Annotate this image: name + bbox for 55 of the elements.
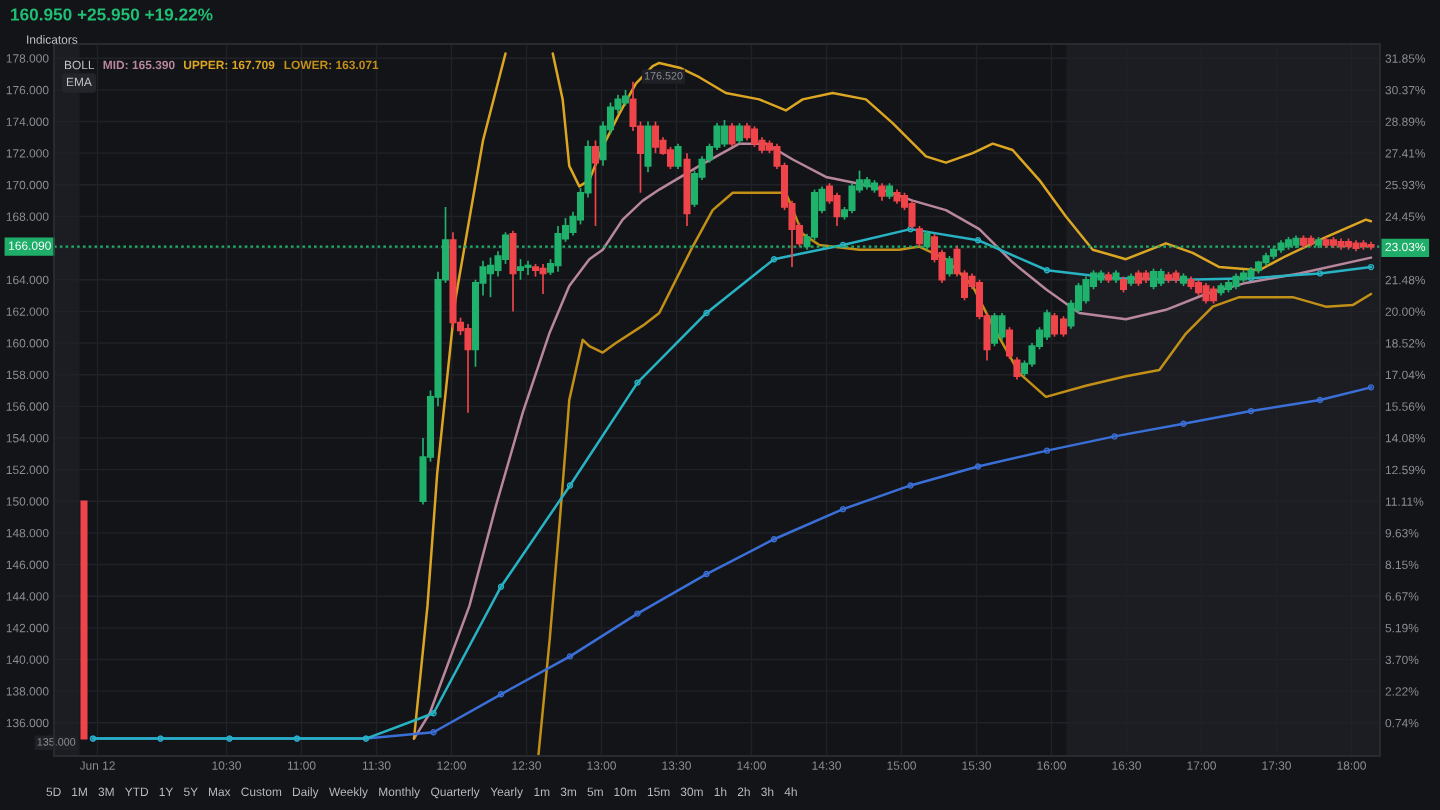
- candlestick: [539, 263, 547, 295]
- candlestick: [516, 258, 525, 281]
- candlestick: [1050, 312, 1059, 338]
- point: [974, 237, 982, 244]
- candlestick: [990, 312, 999, 348]
- candlestick: [945, 255, 954, 278]
- point: [566, 482, 574, 489]
- candlestick: [509, 229, 517, 313]
- candlestick: [1149, 267, 1158, 291]
- point: [430, 710, 437, 717]
- point: [1367, 263, 1375, 271]
- candlestick: [674, 142, 682, 170]
- point: [1180, 420, 1187, 427]
- point: [974, 463, 982, 470]
- point: [770, 255, 778, 263]
- point: [907, 482, 914, 489]
- point: [770, 536, 778, 543]
- candlestick: [998, 312, 1006, 341]
- candlestick: [720, 119, 729, 148]
- point: [1316, 396, 1324, 404]
- point: [566, 653, 574, 660]
- line-series: [89, 225, 1375, 742]
- candlestick: [1082, 275, 1090, 305]
- candlestick: [750, 125, 759, 148]
- point: [839, 505, 847, 513]
- point: [634, 610, 641, 617]
- line-series: [537, 191, 1373, 756]
- point: [1316, 270, 1324, 277]
- point: [1111, 433, 1118, 440]
- candlestick: [1059, 315, 1068, 338]
- candlestick: [524, 259, 532, 276]
- candlestick: [1202, 282, 1210, 305]
- candlestick: [735, 122, 744, 145]
- candlestick: [591, 139, 600, 227]
- chart-title: 160.950 +25.950 +19.22%: [11, 8, 213, 21]
- candlestick: [1005, 326, 1014, 360]
- candlestick: [728, 122, 736, 148]
- candlestick: [651, 120, 660, 155]
- candlestick: [1013, 356, 1021, 381]
- candlestick: [464, 323, 472, 414]
- point: [1043, 447, 1051, 454]
- point: [1367, 384, 1375, 391]
- candlestick: [486, 256, 495, 298]
- point: [497, 583, 505, 590]
- candlestick: [833, 191, 841, 227]
- candlestick: [810, 188, 819, 242]
- point: [1043, 267, 1051, 274]
- candlestick: [1043, 308, 1051, 341]
- point: [634, 379, 641, 386]
- candlestick: [644, 120, 652, 173]
- point: [703, 309, 710, 317]
- point: [703, 570, 710, 578]
- point: [1247, 407, 1255, 415]
- point: [497, 691, 505, 698]
- point: [430, 729, 437, 736]
